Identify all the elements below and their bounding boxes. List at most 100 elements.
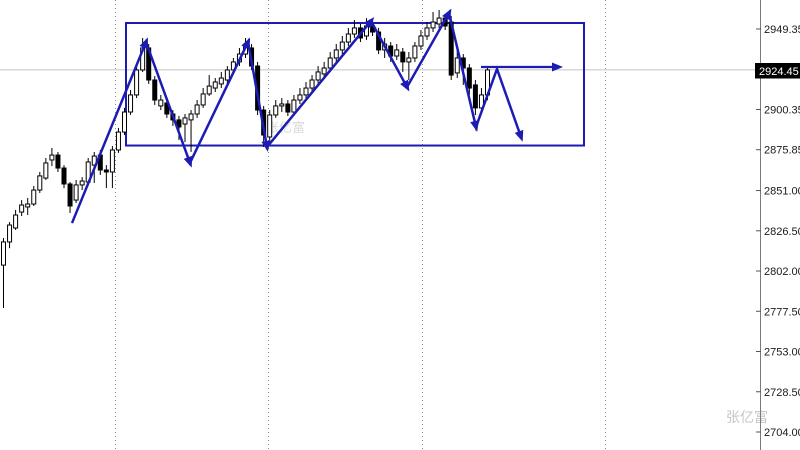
arrow-head-icon (400, 79, 410, 92)
candle-body-bull (158, 99, 164, 107)
candle-body-bull (182, 117, 188, 125)
candle (7, 222, 13, 249)
candle (454, 49, 460, 79)
candle-body-bear (67, 183, 73, 207)
candle (1, 238, 6, 308)
candle-body-bull (273, 105, 279, 116)
candle (436, 10, 442, 28)
candle (345, 27, 351, 46)
candle-body-bear (285, 103, 291, 113)
candle (200, 88, 206, 108)
arrow-head-icon (139, 37, 148, 50)
candle (321, 61, 327, 79)
candle (466, 64, 472, 95)
candle (333, 44, 339, 62)
candle (267, 110, 273, 143)
candle (128, 90, 134, 115)
candle-body-bull (188, 113, 194, 121)
candle (194, 100, 200, 118)
candle (206, 75, 212, 96)
candle (412, 42, 418, 62)
candle (418, 30, 424, 50)
candle-body-bull (31, 189, 37, 205)
candle-body-bull (49, 154, 55, 161)
candle-body-bear (152, 79, 158, 101)
candle (37, 171, 43, 194)
candle-body-bear (472, 84, 478, 109)
candle-body-bull (339, 41, 345, 51)
candle (49, 147, 55, 167)
arrow-head-icon (470, 120, 479, 132)
candle (134, 65, 140, 99)
candle (297, 88, 303, 104)
candle-body-bull (436, 17, 442, 25)
candle-body-bull (309, 79, 315, 89)
candle-body-bull (418, 35, 424, 47)
candle-body-bull (321, 67, 327, 75)
candle-body-bull (279, 103, 285, 107)
candle-body-bull (297, 94, 303, 101)
channel-box[interactable] (125, 21, 585, 147)
candle (122, 107, 127, 136)
candle-body-bull (109, 149, 115, 173)
candle-body-bull (1, 241, 6, 266)
candle (43, 158, 49, 181)
axis-label: 2949.35 (764, 24, 800, 36)
candle-body-bull (267, 114, 273, 138)
candle-body-bull (333, 49, 339, 59)
candle-body-bull (327, 57, 333, 69)
annotation-layer[interactable] (70, 8, 563, 224)
price-tag-value: 2924.45 (759, 66, 799, 78)
candle (25, 197, 31, 216)
candle-body-bull (19, 204, 25, 213)
candle-body-bull (478, 94, 484, 109)
candle (424, 22, 430, 40)
candle-body-bull (73, 184, 79, 201)
axis-label: 2802.00 (764, 266, 800, 278)
candle (13, 209, 19, 230)
candle (309, 75, 315, 92)
candle (103, 165, 109, 189)
candle (79, 177, 85, 191)
candle-body-bull (37, 175, 43, 191)
candle-body-bear (61, 167, 67, 185)
candle (212, 78, 218, 92)
candle-body-bull (212, 81, 218, 89)
candle-body-bull (412, 45, 418, 59)
candle (400, 47, 406, 72)
candle (115, 127, 121, 153)
arrow-head-icon (261, 140, 271, 152)
axis-label: 2826.50 (764, 226, 800, 238)
candle-body-bull (351, 27, 357, 35)
candle-body-bull (13, 214, 19, 229)
candle (406, 52, 412, 80)
candle-body-bull (430, 21, 436, 29)
candle-body-bull (200, 93, 206, 106)
candle (315, 66, 321, 84)
candle-body-bull (394, 49, 400, 57)
arrow-head-icon (183, 155, 193, 168)
candle (472, 79, 478, 115)
candle (303, 81, 309, 99)
candle (158, 94, 164, 111)
candle-body-bull (206, 85, 212, 95)
arrow-head-icon (442, 8, 452, 21)
arrow-head-icon (241, 37, 251, 50)
axis-label: 2900.35 (764, 104, 800, 116)
candle-body-bull (79, 180, 85, 186)
candle-body-bear (466, 67, 472, 89)
price-tag-box (755, 63, 800, 79)
arrow-head-icon (363, 17, 375, 29)
candle (430, 11, 436, 33)
candle (273, 100, 279, 118)
candle-body-bull (128, 94, 134, 113)
candle (73, 180, 79, 204)
candle (31, 185, 37, 206)
candle-body-bull (315, 71, 321, 81)
candle-body-bull (303, 87, 309, 96)
arrow-head-icon (514, 129, 524, 142)
candle (285, 100, 291, 116)
candle (394, 44, 400, 60)
